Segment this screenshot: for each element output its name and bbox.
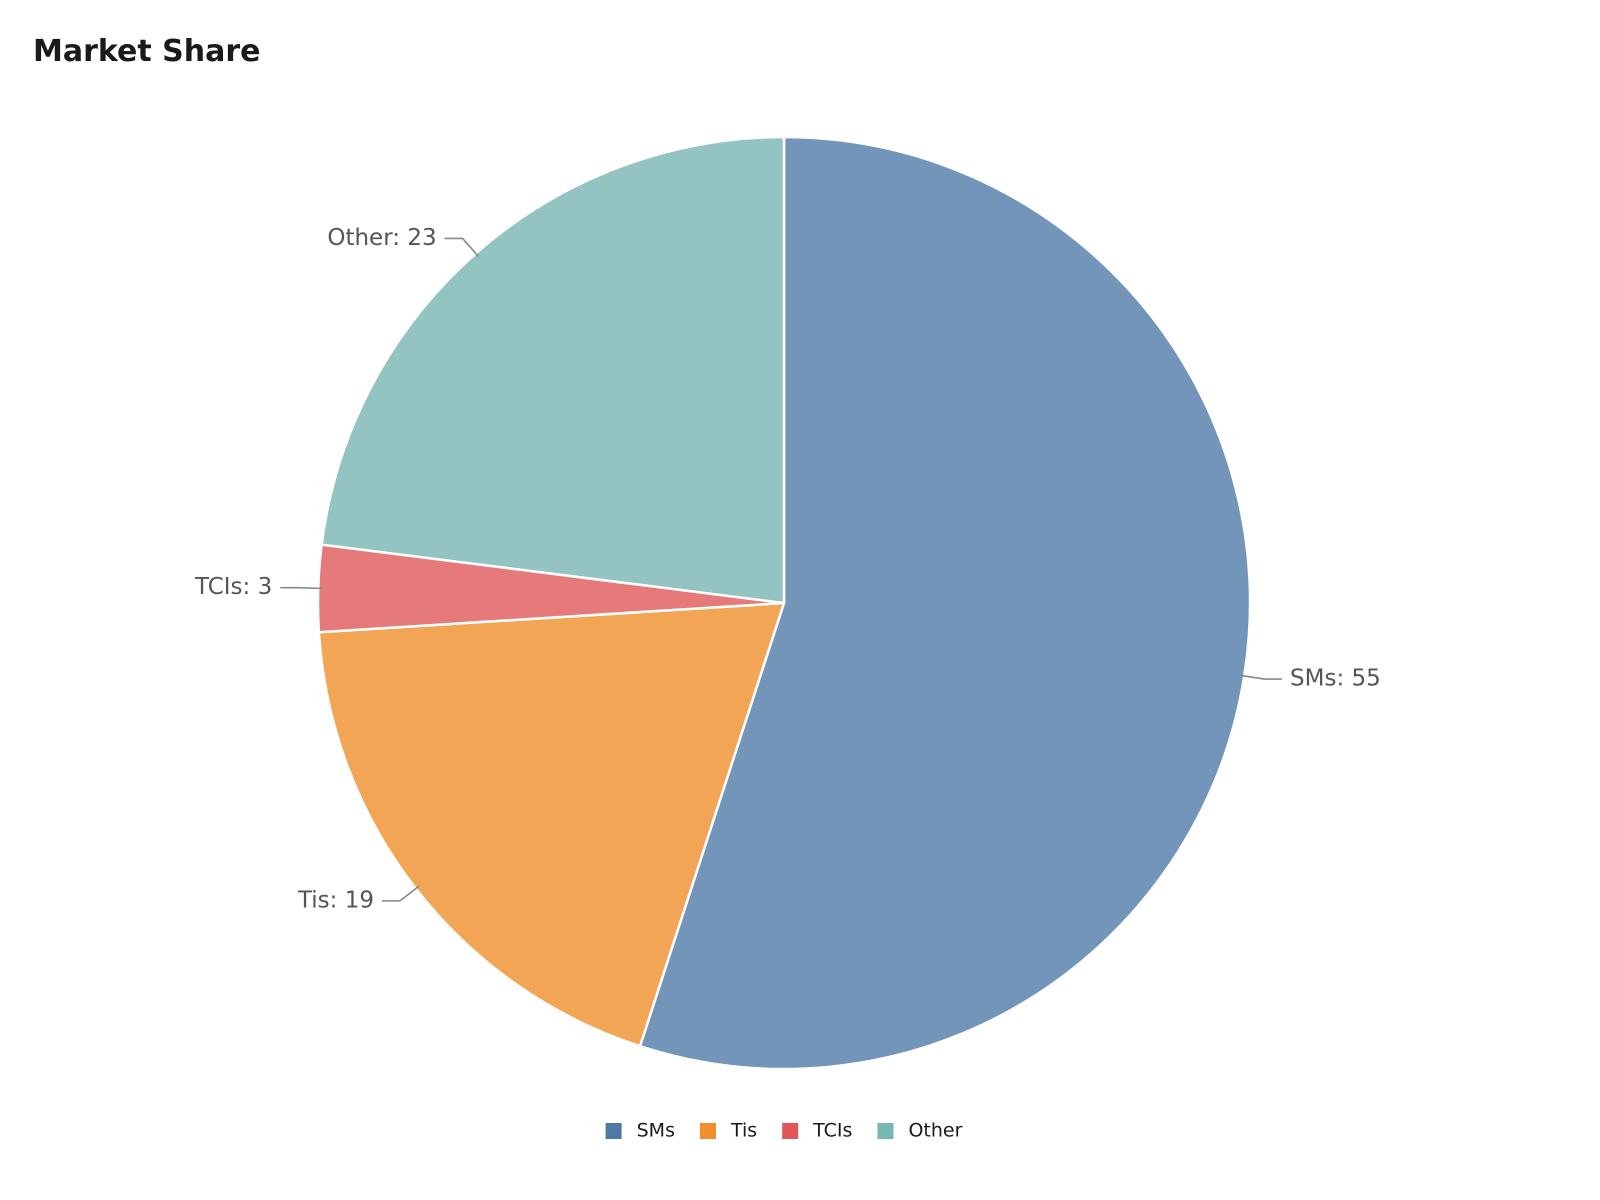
- slice-data-labels: SMs: 55 Tis: 19 TCIs: 3 Other: 23: [194, 225, 1381, 913]
- leader-line-sms: [1240, 674, 1283, 680]
- legend-swatch-other: [877, 1123, 894, 1139]
- data-label-tcis: TCIs: 3: [194, 574, 272, 600]
- pie-slices: [316, 135, 1252, 1071]
- leader-line-other: [444, 237, 480, 257]
- legend-swatch-sms: [605, 1123, 622, 1139]
- data-label-sms: SMs: 55: [1290, 666, 1381, 692]
- chart-title: Market Share: [33, 34, 261, 69]
- legend-swatch-tcis: [782, 1123, 799, 1139]
- legend-label-sms: SMs: [637, 1120, 675, 1142]
- legend-swatch-tis: [699, 1123, 716, 1139]
- leader-line-tcis: [280, 586, 323, 590]
- label-leader-lines: [280, 237, 1283, 902]
- legend: SMs Tis TCIs Other: [605, 1120, 963, 1142]
- pie-slice-other: [320, 135, 786, 605]
- legend-label-other: Other: [908, 1120, 962, 1142]
- legend-label-tis: Tis: [730, 1120, 757, 1142]
- data-label-tis: Tis: 19: [297, 887, 374, 913]
- legend-label-tcis: TCIs: [812, 1120, 852, 1142]
- leader-line-tis: [381, 885, 420, 902]
- data-label-other: Other: 23: [327, 225, 436, 251]
